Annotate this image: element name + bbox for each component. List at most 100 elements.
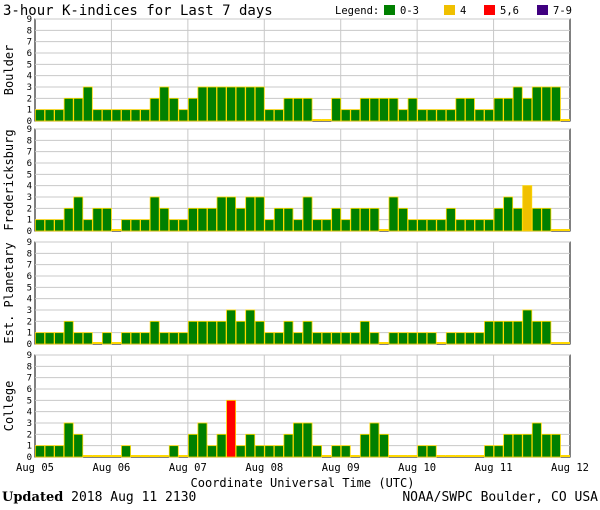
kp-bar (273, 332, 284, 345)
kp-bar (407, 219, 418, 232)
kp-bar (398, 332, 408, 345)
kp-bar (63, 320, 74, 345)
y-tick-label: 7 (27, 148, 32, 158)
kp-bar (178, 332, 189, 345)
y-tick-label: 6 (27, 272, 32, 282)
kp-bar (168, 97, 179, 122)
kp-bar (235, 445, 246, 458)
kp-bar-zero (312, 119, 322, 121)
kp-bar (82, 86, 93, 122)
kp-bar (522, 97, 533, 122)
kp-bar (493, 207, 504, 232)
kp-bar (369, 422, 380, 458)
kp-bar (407, 97, 418, 122)
kp-bar (140, 109, 151, 122)
kp-bar (550, 86, 561, 122)
kp-bar (388, 332, 399, 345)
y-tick-label: 6 (27, 159, 32, 169)
kp-bar-zero (474, 455, 485, 457)
kp-bar (178, 219, 189, 232)
kp-bar (168, 445, 179, 458)
kp-bar (331, 332, 342, 345)
kp-bar (350, 109, 361, 122)
kp-bar (388, 196, 399, 232)
kp-bar (235, 86, 246, 122)
kp-bar (92, 109, 103, 122)
kp-bar (493, 445, 504, 458)
kp-bar (101, 332, 112, 345)
kp-bar (226, 399, 237, 458)
y-tick-label: 4 (27, 72, 32, 82)
kp-bar (417, 445, 428, 458)
kp-bar (340, 332, 351, 345)
kp-bar-zero (92, 342, 102, 344)
y-tick-label: 5 (27, 170, 32, 180)
kp-bar (121, 109, 131, 122)
y-tick-label: 4 (27, 408, 32, 418)
kp-bar (321, 219, 332, 232)
y-tick-label: 0 (27, 117, 32, 127)
kp-bar (226, 309, 237, 345)
kp-bar (245, 433, 256, 458)
kp-bar (474, 332, 485, 345)
legend-item-3: 5,6 (500, 5, 519, 17)
kp-bar-zero (111, 455, 121, 457)
kp-bar (283, 320, 294, 345)
kp-bar (379, 433, 389, 458)
y-tick-label: 7 (27, 261, 32, 271)
kp-bar (187, 320, 198, 345)
kp-bar (340, 219, 351, 232)
kp-bar (273, 207, 284, 232)
kp-bar (350, 332, 361, 345)
kp-bar (73, 332, 84, 345)
kp-bar (359, 97, 370, 122)
kp-bar (140, 219, 151, 232)
kp-bar (35, 445, 45, 458)
kp-bar (359, 207, 370, 232)
kp-bar (44, 109, 55, 122)
y-tick-label: 7 (27, 374, 32, 384)
kp-bar (293, 219, 303, 232)
kp-bar (465, 219, 475, 232)
kp-bar (149, 196, 160, 232)
kp-bar-zero (455, 455, 465, 457)
kp-bar (426, 445, 437, 458)
y-tick-label: 0 (27, 453, 32, 463)
y-tick-label: 8 (27, 249, 32, 259)
kp-bar (54, 219, 65, 232)
kp-bar (63, 422, 74, 458)
x-tick-label: Aug 06 (92, 462, 130, 474)
y-tick-label: 1 (27, 442, 32, 452)
kp-bar-zero (111, 342, 121, 344)
kp-bar (379, 97, 389, 122)
y-tick-label: 3 (27, 193, 32, 203)
kp-bar-zero (321, 119, 332, 121)
kp-bar (187, 207, 198, 232)
kp-bar (426, 219, 437, 232)
kp-bar (369, 332, 380, 345)
x-tick-label: Aug 10 (398, 462, 436, 474)
kp-bar (331, 97, 342, 122)
kp-bar (455, 97, 466, 122)
kp-bar-zero (378, 229, 389, 231)
kp-bar (445, 332, 456, 345)
kp-bar-zero (436, 342, 446, 344)
kp-bar (197, 422, 208, 458)
panel-label-1: Boulder (2, 45, 16, 96)
y-tick-label: 1 (27, 216, 32, 226)
kp-bar (503, 97, 514, 122)
x-tick-label: Aug 08 (245, 462, 283, 474)
kp-bar (111, 109, 122, 122)
kp-bar (493, 97, 504, 122)
kp-bar-zero (140, 455, 150, 457)
y-tick-label: 2 (27, 430, 32, 440)
kp-bar (484, 445, 494, 458)
y-tick-label: 2 (27, 94, 32, 104)
kp-bar (35, 332, 45, 345)
updated-label: Updated (2, 490, 64, 505)
y-tick-label: 5 (27, 396, 32, 406)
y-tick-label: 7 (27, 38, 32, 48)
kp-bar (207, 86, 217, 122)
kp-bar (264, 445, 275, 458)
kp-bar (187, 97, 198, 122)
